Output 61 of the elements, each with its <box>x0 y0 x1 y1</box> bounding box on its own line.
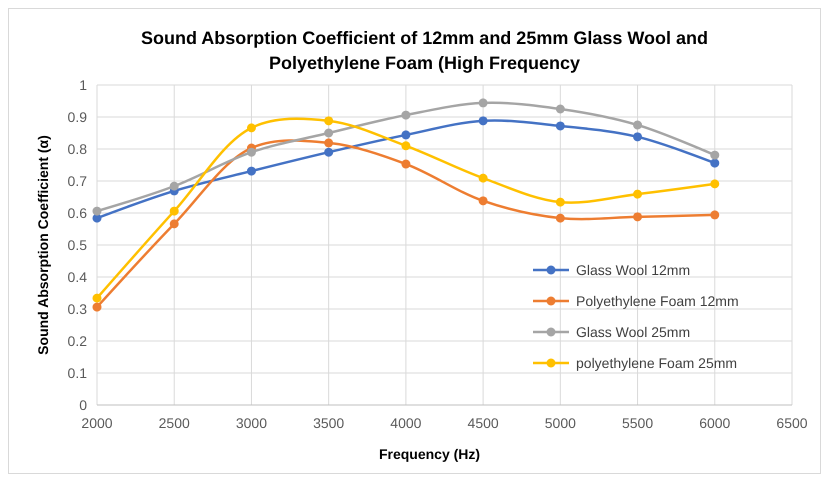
point <box>324 116 334 126</box>
point <box>170 219 179 228</box>
point <box>556 121 565 130</box>
point <box>633 132 642 142</box>
y-tick-label: 0.1 <box>68 365 88 381</box>
point <box>401 130 410 140</box>
point <box>401 160 410 169</box>
point <box>92 294 102 303</box>
point <box>170 182 179 191</box>
y-tick-label: 0.9 <box>68 109 88 125</box>
point <box>478 98 488 108</box>
point <box>478 116 488 126</box>
x-tick-label: 5500 <box>622 415 654 431</box>
legend-label: Glass Wool 25mm <box>576 324 690 340</box>
point <box>324 128 334 138</box>
x-tick-label: 4000 <box>390 415 422 431</box>
y-tick-label: 1 <box>79 77 88 93</box>
point <box>92 206 102 216</box>
point <box>246 123 256 132</box>
point <box>710 158 720 168</box>
point <box>401 141 410 150</box>
x-tick-label: 3500 <box>313 415 344 431</box>
point <box>478 196 488 206</box>
point <box>556 104 565 114</box>
point <box>246 148 256 157</box>
point <box>170 206 179 216</box>
x-tick-label: 2500 <box>158 415 190 431</box>
point <box>324 138 334 148</box>
x-tick-label: 6500 <box>776 415 808 431</box>
y-tick-label: 0 <box>79 397 88 413</box>
legend-label: polyethylene Foam 25mm <box>576 355 738 371</box>
point <box>710 150 720 160</box>
x-axis-title: Frequency (Hz) <box>378 446 480 462</box>
legend-label: Glass Wool 12mm <box>576 262 690 278</box>
y-axis-title: Sound Absorption Coefficient (α) <box>35 135 51 355</box>
y-tick-label: 0.6 <box>68 205 88 221</box>
point <box>246 166 256 176</box>
x-tick-label: 2000 <box>81 415 113 431</box>
point <box>478 174 488 183</box>
x-tick-label: 4500 <box>468 415 499 431</box>
chart-title: Sound Absorption Coefficient of 12mm and 25mm Glass Wool and Polyethylene Foam (High Frequency <box>140 28 708 73</box>
point <box>633 212 642 222</box>
x-tick-label: 6000 <box>699 415 731 431</box>
point <box>633 120 642 130</box>
x-tick-label: 5000 <box>544 415 576 431</box>
point <box>710 179 720 188</box>
y-tick-label: 0.8 <box>68 141 88 157</box>
point <box>633 190 642 199</box>
point <box>92 302 102 312</box>
point <box>401 110 410 120</box>
y-tick-label: 0.5 <box>68 237 88 253</box>
y-tick-label: 0.2 <box>68 333 88 349</box>
y-tick-label: 0.4 <box>68 269 88 285</box>
y-tick-label: 0.3 <box>68 301 88 317</box>
y-tick-label: 0.7 <box>68 173 88 189</box>
x-tick-label: 3000 <box>236 415 268 431</box>
legend-label: Polyethylene Foam 12mm <box>576 293 739 309</box>
point <box>324 148 334 157</box>
point <box>556 198 565 207</box>
point <box>556 214 565 223</box>
point <box>710 210 720 220</box>
